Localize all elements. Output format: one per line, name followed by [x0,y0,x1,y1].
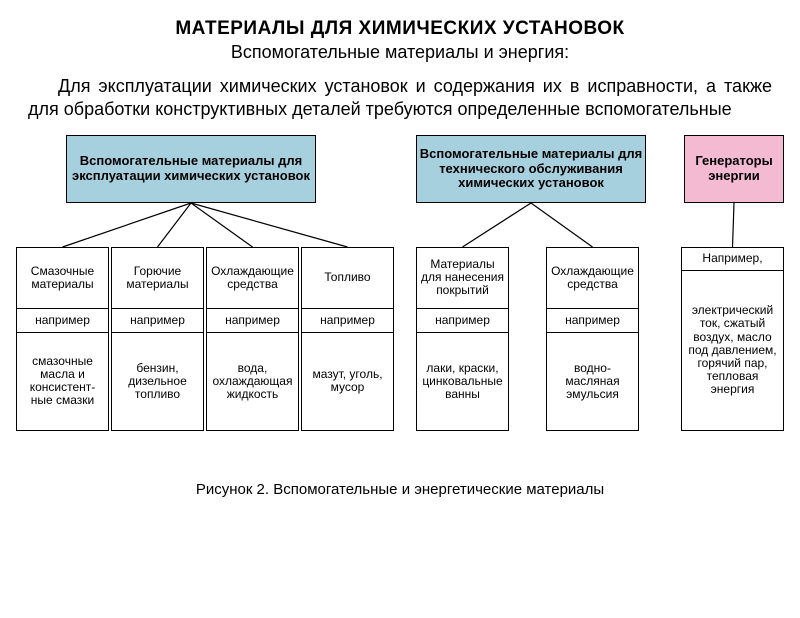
example-label-cell: например [111,309,204,333]
column-1: Горючие материалынапримербензин, дизельн… [111,247,204,431]
example-cell: мазут, уголь, мусор [301,333,394,431]
category-cell: Горючие материалы [111,247,204,309]
column-2: Охлаждающие средстванапримервода, охлажд… [206,247,299,431]
example-label-cell: например [416,309,509,333]
intro-paragraph: Для эксплуатации химических установок и … [28,75,772,122]
column-0: Смазочные материалынапримерсмазочные мас… [16,247,109,431]
example-label-cell: например [546,309,639,333]
diagram: Вспомогательные материалы для эксплуатац… [16,132,784,467]
top-node-b: Вспомогательные материалы для техническо… [416,135,646,203]
top-node-a: Вспомогательные материалы для эксплуатац… [66,135,316,203]
example-cell: вода, охлаждающая жидкость [206,333,299,431]
column-5: Охлаждающие средстванапримерводно-маслян… [546,247,639,431]
example-cell: смазочные масла и консистент-ные смазки [16,333,109,431]
top-node-c: Генераторы энергии [684,135,784,203]
column-3: Топливонапримермазут, уголь, мусор [301,247,394,431]
category-cell: Охлаждающие средства [206,247,299,309]
example-label-cell: например [206,309,299,333]
category-cell: Охлаждающие средства [546,247,639,309]
example-label-cell: например [16,309,109,333]
generator-label-cell: Например, [681,247,784,271]
figure-caption: Рисунок 2. Вспомогательные и энергетичес… [0,481,800,498]
page-title: МАТЕРИАЛЫ ДЛЯ ХИМИЧЕСКИХ УСТАНОВОК [20,18,780,40]
example-label-cell: например [301,309,394,333]
example-cell: лаки, краски, цинковальные ванны [416,333,509,431]
subtitle: Вспомогательные материалы и энергия: [20,42,780,63]
example-cell: бензин, дизельное топливо [111,333,204,431]
category-cell: Топливо [301,247,394,309]
generator-column: Например,электрический ток, сжатый возду… [681,247,784,431]
category-cell: Смазочные материалы [16,247,109,309]
example-cell: водно-масляная эмульсия [546,333,639,431]
category-cell: Материалы для нанесения покрытий [416,247,509,309]
column-4: Материалы для нанесения покрытийнапример… [416,247,509,431]
generator-body-cell: электрический ток, сжатый воздух, масло … [681,271,784,431]
